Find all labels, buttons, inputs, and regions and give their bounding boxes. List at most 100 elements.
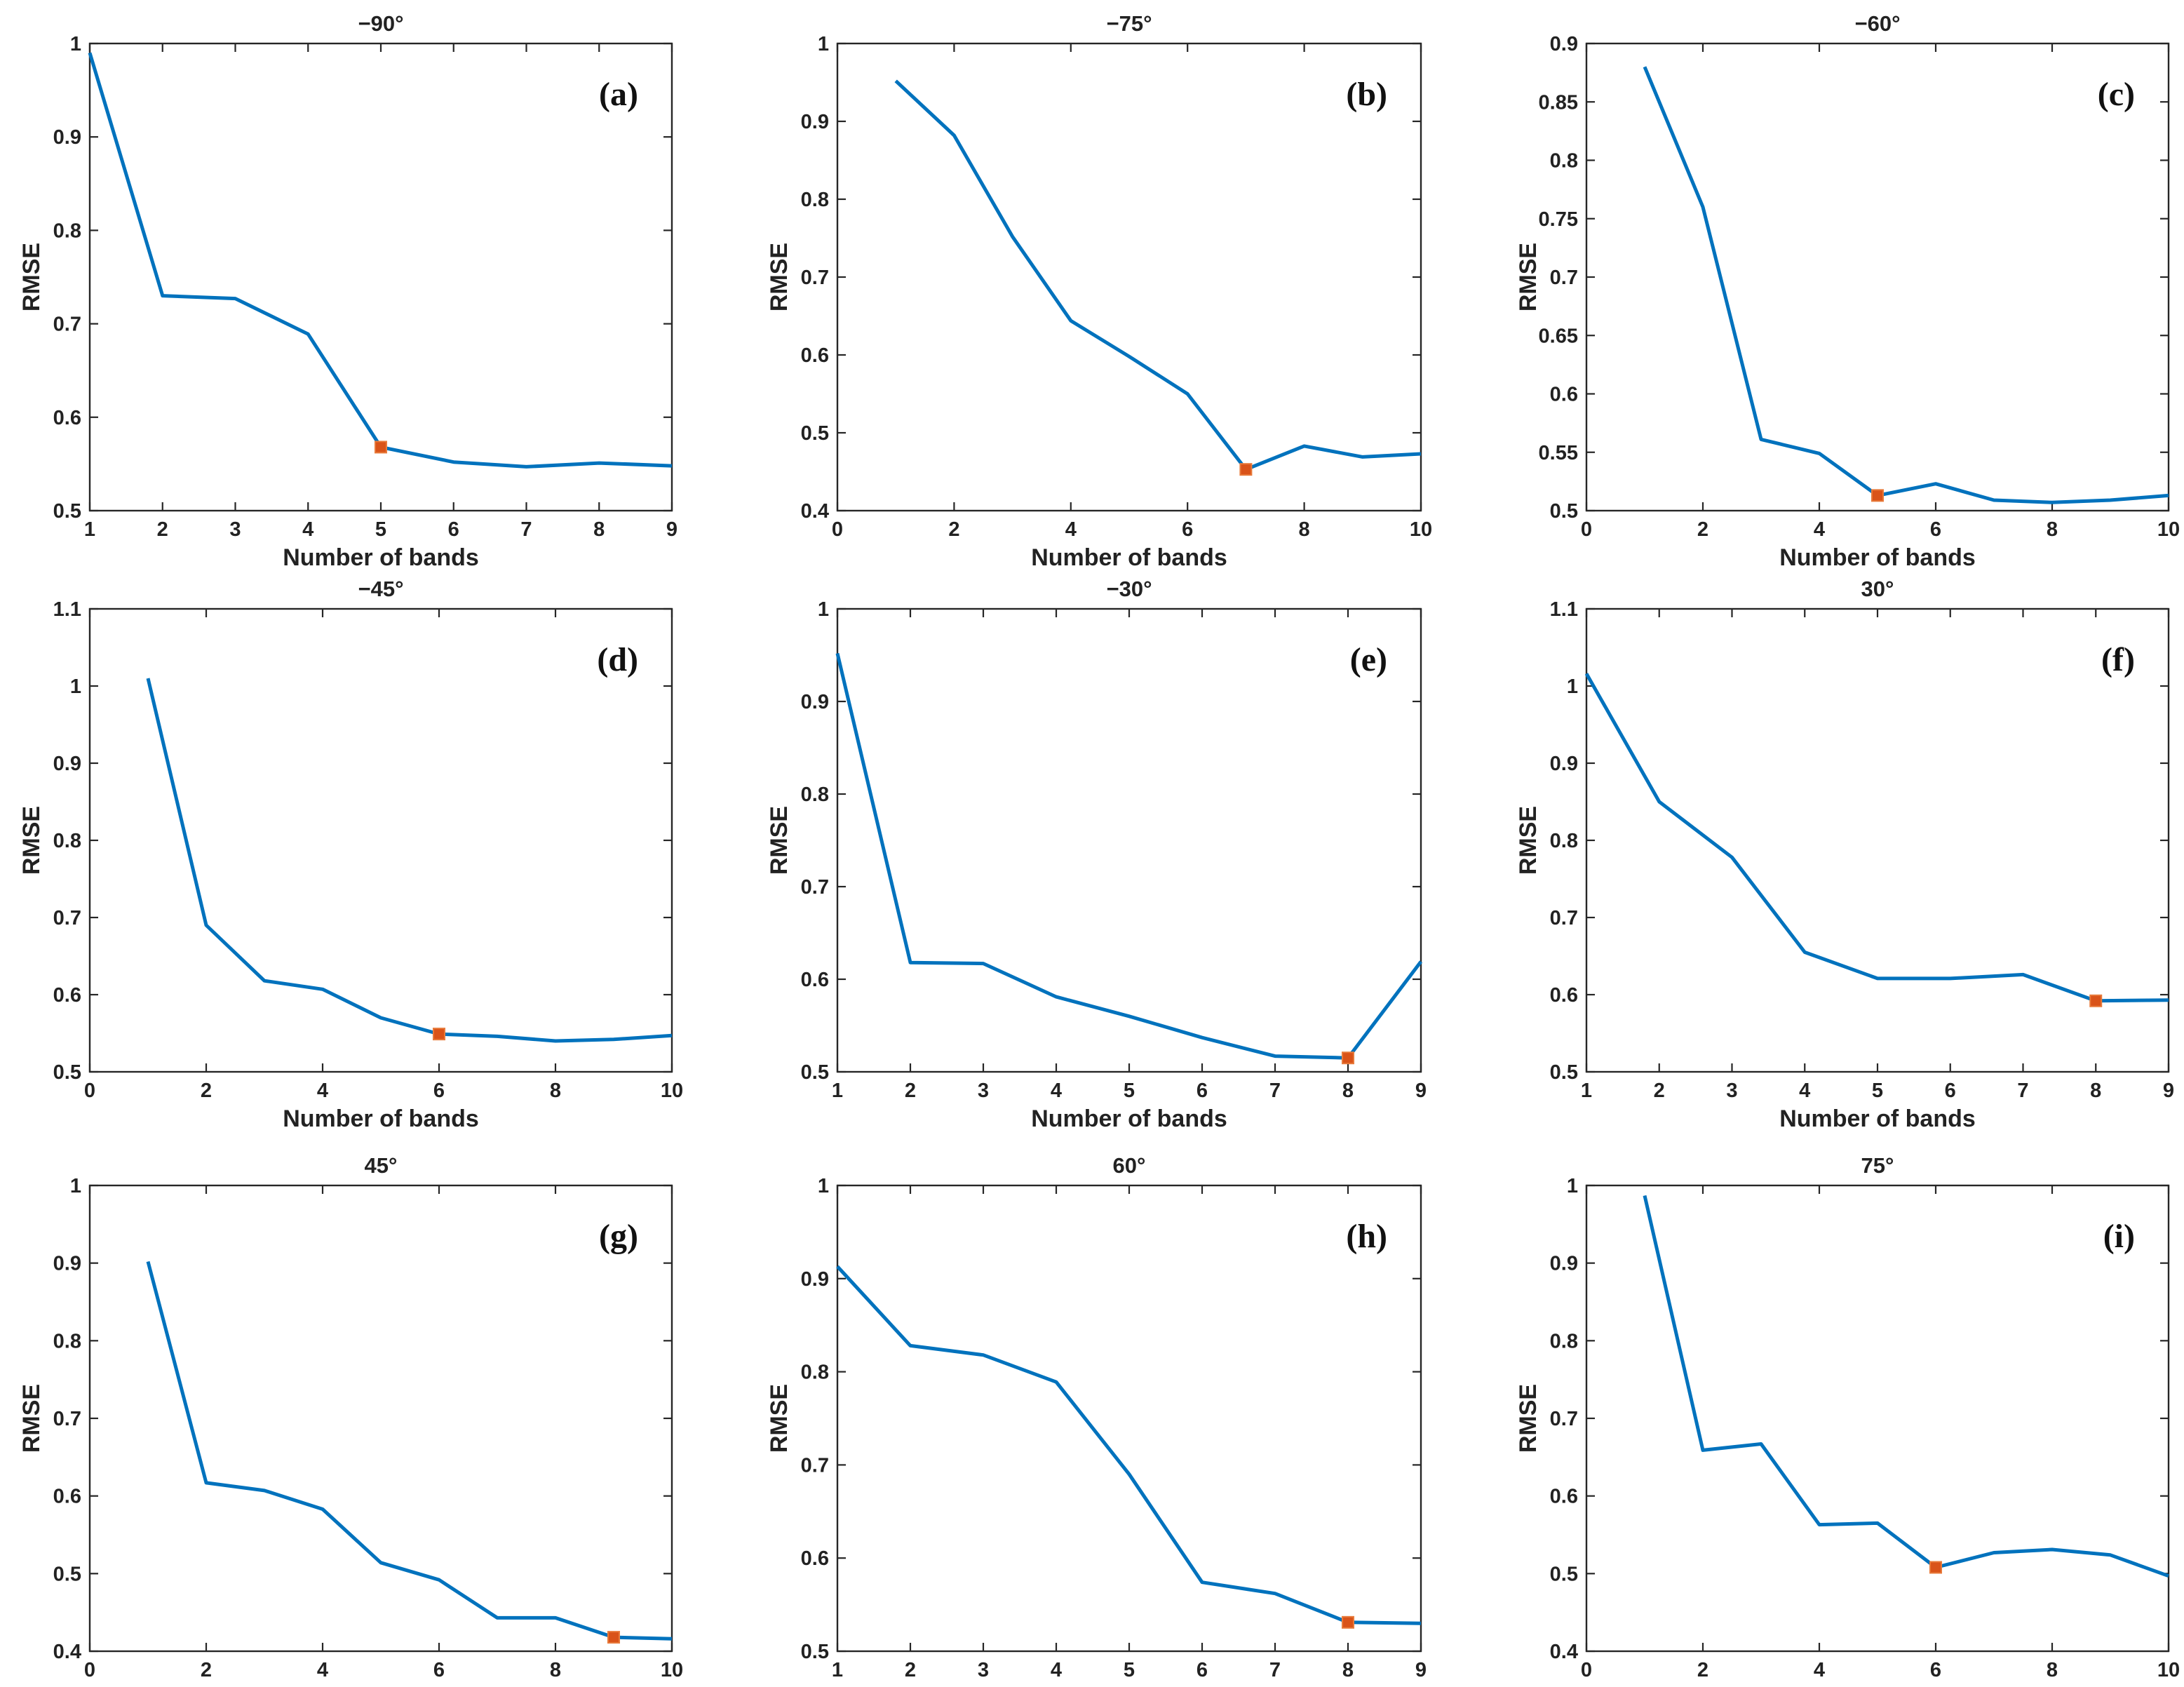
plot-frame — [836, 607, 1422, 1073]
y-axis-label: RMSE — [766, 1384, 793, 1453]
optimal-band-marker — [1342, 1051, 1354, 1065]
y-tick-label: 0.6 — [53, 407, 81, 429]
y-tick-label: 0.9 — [1550, 753, 1578, 775]
y-tick-label: 0.5 — [801, 1641, 829, 1663]
y-tick-label: 0.7 — [53, 314, 81, 336]
x-axis-label: Number of bands — [283, 1105, 479, 1132]
x-tick-label: 6 — [1930, 1659, 1941, 1681]
optimal-band-marker — [1342, 1615, 1354, 1629]
x-tick-label: 1 — [1581, 1080, 1592, 1102]
rmse-series-line — [1584, 673, 2169, 1003]
x-tick-label: 5 — [1124, 1080, 1135, 1102]
optimal-band-marker — [1239, 463, 1253, 476]
plot-frame — [1585, 1184, 2170, 1653]
x-tick-label: 7 — [2017, 1080, 2028, 1102]
x-tick-label: 7 — [520, 518, 532, 541]
rmse-series-line — [894, 79, 1422, 471]
x-tick-label: 4 — [1814, 518, 1825, 541]
panel-label: (g) — [599, 1218, 638, 1255]
x-tick-label: 0 — [84, 1080, 95, 1102]
x-tick-label: 2 — [1697, 518, 1708, 541]
y-tick-label: 1 — [818, 598, 829, 621]
y-tick-label: 1 — [70, 1175, 81, 1197]
x-tick-label: 3 — [978, 1080, 989, 1102]
y-tick-label: 0.7 — [1550, 907, 1578, 929]
panel-label: (c) — [2098, 76, 2135, 113]
y-tick-label: 0.9 — [53, 126, 81, 149]
panel-label: (h) — [1346, 1218, 1387, 1255]
x-tick-label: 10 — [1410, 518, 1432, 541]
x-tick-label: 8 — [2090, 1080, 2101, 1102]
y-tick-label: 0.55 — [1539, 442, 1578, 464]
panel-title: 60° — [1113, 1153, 1146, 1178]
x-tick-label: 5 — [1872, 1080, 1883, 1102]
x-tick-label: 3 — [229, 518, 241, 541]
y-axis-label: RMSE — [18, 806, 45, 875]
x-tick-label: 2 — [201, 1659, 212, 1681]
x-tick-label: 8 — [1299, 518, 1310, 541]
panel-label: (f) — [2101, 641, 2135, 678]
x-tick-label: 2 — [157, 518, 168, 541]
y-axis-label: RMSE — [766, 243, 793, 311]
plot-frame — [836, 1184, 1422, 1653]
chart-panel: 0.5 0.6 0.7 0.8 0.9 1 1.1 1 2 3 4 5 6 7 8 9 30° (f) Number… — [1515, 577, 2174, 1132]
panel-label: (d) — [597, 641, 638, 678]
panel-title: 30° — [1861, 577, 1894, 601]
x-tick-label: 10 — [661, 1080, 683, 1102]
x-tick-label: 6 — [433, 1080, 445, 1102]
y-tick-label: 0.85 — [1539, 91, 1578, 114]
y-tick-label: 0.8 — [1550, 150, 1578, 173]
x-tick-label: 8 — [550, 1080, 561, 1102]
y-tick-label: 0.4 — [1550, 1641, 1578, 1663]
y-tick-label: 0.6 — [1550, 384, 1578, 406]
panel-label: (a) — [599, 76, 638, 113]
x-tick-label: 4 — [317, 1080, 328, 1102]
y-axis-label: RMSE — [1515, 1384, 1542, 1453]
y-tick-label: 0.7 — [801, 267, 829, 289]
y-tick-label: 0.9 — [801, 691, 829, 713]
rmse-series-line — [146, 1261, 673, 1641]
optimal-band-marker — [1871, 489, 1884, 502]
y-tick-label: 0.6 — [801, 969, 829, 991]
x-tick-label: 4 — [302, 518, 314, 541]
x-tick-label: 6 — [1197, 1659, 1208, 1681]
chart-panel: 0.5 0.6 0.7 0.8 0.9 1 1 2 3 4 5 6 7 8 9 60° (h) RMSE — [766, 1153, 1427, 1681]
x-tick-label: 10 — [2157, 1659, 2180, 1681]
x-tick-label: 7 — [1269, 1659, 1281, 1681]
x-tick-label: 8 — [550, 1659, 561, 1681]
x-tick-label: 6 — [433, 1659, 445, 1681]
x-tick-label: 9 — [1415, 1659, 1427, 1681]
rmse-series-line — [1643, 66, 2169, 504]
x-tick-label: 9 — [2163, 1080, 2174, 1102]
plot-frame — [1585, 607, 2170, 1073]
x-tick-label: 6 — [1930, 518, 1941, 541]
x-tick-label: 3 — [1726, 1080, 1737, 1102]
chart-panel: 0.5 0.6 0.7 0.8 0.9 1 1 2 3 4 5 6 7 8 9 −90° (a) Number o… — [18, 11, 678, 571]
x-tick-label: 4 — [1799, 1080, 1810, 1102]
panel-label: (e) — [1350, 641, 1387, 678]
y-tick-label: 0.7 — [1550, 1408, 1578, 1430]
x-tick-label: 10 — [661, 1659, 683, 1681]
y-tick-label: 0.9 — [801, 111, 829, 133]
y-tick-label: 0.65 — [1539, 325, 1578, 347]
y-tick-label: 0.9 — [53, 1253, 81, 1275]
optimal-band-marker — [375, 441, 387, 454]
rmse-series-line — [835, 652, 1422, 1060]
panel-title: 45° — [365, 1153, 398, 1178]
panel-title: −60° — [1855, 11, 1901, 36]
panel-title: −45° — [358, 577, 404, 601]
x-tick-label: 2 — [948, 518, 959, 541]
x-axis-label: Number of bands — [1779, 1105, 1976, 1132]
y-tick-label: 1 — [70, 33, 81, 55]
rmse-series-line — [146, 678, 673, 1043]
y-tick-label: 0.4 — [53, 1641, 81, 1663]
y-tick-label: 1 — [818, 33, 829, 55]
y-tick-label: 0.8 — [53, 1330, 81, 1352]
x-tick-label: 2 — [905, 1080, 916, 1102]
y-tick-label: 0.5 — [1550, 1563, 1578, 1585]
x-tick-label: 4 — [1065, 518, 1077, 541]
x-tick-label: 9 — [666, 518, 678, 541]
panel-label: (i) — [2103, 1218, 2135, 1255]
